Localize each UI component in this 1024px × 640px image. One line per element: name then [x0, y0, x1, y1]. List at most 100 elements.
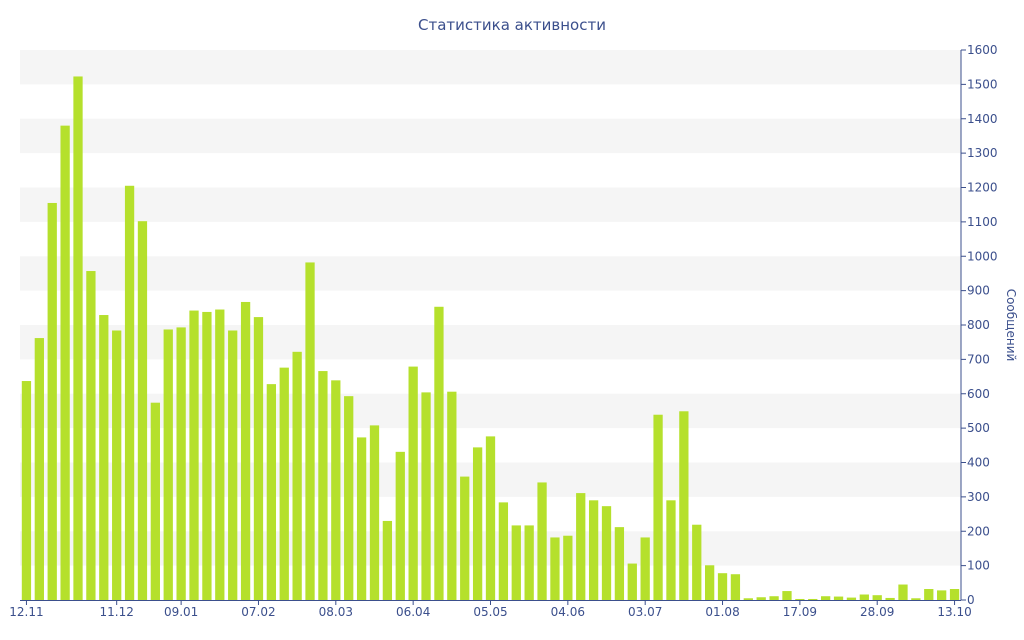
bar: [369, 425, 380, 601]
bar: [782, 591, 792, 600]
x-tick-label: 05.05: [473, 605, 507, 619]
bar: [576, 493, 586, 600]
grid-band: [20, 50, 961, 85]
y-axis: 0 100 200 300 400 500 600 700 800 900 1000 1100 1200…: [960, 43, 998, 607]
bar: [550, 537, 560, 600]
bar: [821, 596, 831, 600]
bar: [846, 597, 857, 600]
x-axis: 12.11 11.12 09.01 07.02 08.03 06.04 05.05 04.06…: [9, 600, 972, 619]
y-tick-label: 500: [967, 421, 990, 435]
grid-bands: [20, 50, 961, 566]
bar: [937, 590, 947, 601]
bar: [292, 351, 302, 600]
bar: [756, 597, 766, 600]
bar: [692, 524, 702, 600]
bar: [524, 525, 534, 600]
bar: [86, 271, 96, 600]
bar: [356, 437, 367, 600]
x-tick-label: 17.09: [783, 605, 817, 619]
bar: [537, 482, 547, 600]
x-tick-label: 08.03: [319, 605, 353, 619]
grid-band: [20, 187, 961, 222]
y-tick-label: 200: [967, 524, 990, 538]
bar: [163, 329, 173, 600]
bar: [911, 598, 921, 600]
bar: [421, 392, 431, 601]
x-tick-label: 28.09: [860, 605, 894, 619]
bar: [460, 476, 470, 600]
y-tick-label: 400: [967, 456, 990, 470]
bar: [434, 306, 444, 600]
x-tick-label: 11.12: [99, 605, 133, 619]
bar: [253, 317, 264, 600]
bar: [112, 330, 122, 600]
bar: [266, 384, 276, 601]
bar: [447, 391, 457, 600]
bar: [124, 185, 135, 600]
grid-band: [20, 118, 961, 154]
y-tick-label: 300: [967, 490, 990, 504]
y-tick-label: 1600: [967, 43, 998, 57]
bar: [240, 301, 251, 600]
grid-band: [20, 393, 961, 429]
bar: [305, 262, 315, 600]
y-tick-label: 1200: [967, 181, 998, 195]
bar: [176, 327, 186, 600]
y-tick-label: 1400: [967, 112, 998, 126]
y-tick-label: 1100: [967, 215, 998, 229]
y-tick-label: 700: [967, 352, 990, 366]
bar: [563, 535, 573, 600]
bar: [511, 525, 521, 600]
y-tick-label: 800: [967, 318, 990, 332]
bar: [898, 584, 908, 600]
y-tick-label: 900: [967, 284, 990, 298]
bar: [833, 596, 844, 600]
bar: [395, 451, 405, 600]
bar: [859, 594, 869, 600]
bar: [382, 520, 393, 600]
bar: [705, 565, 715, 600]
bar: [472, 447, 483, 601]
bar: [730, 574, 741, 600]
y-tick-label: 1300: [967, 146, 998, 160]
bar: [808, 598, 818, 600]
bar: [137, 221, 148, 600]
bar: [653, 414, 663, 600]
bar: [614, 527, 625, 601]
x-tick-label: 04.06: [551, 605, 585, 619]
bar: [150, 402, 160, 600]
grid-band: [20, 256, 961, 291]
chart-title: Статистика активности: [418, 16, 606, 34]
x-tick-label: 06.04: [396, 605, 430, 619]
y-tick-label: 1000: [967, 249, 998, 263]
y-tick-label: 1500: [967, 77, 998, 91]
x-tick-label: 01.08: [705, 605, 739, 619]
grid-band: [20, 325, 961, 360]
bar: [679, 411, 689, 600]
bars: [21, 76, 960, 601]
bar: [885, 597, 895, 600]
bar: [73, 76, 83, 601]
bar: [21, 381, 32, 600]
bar: [485, 436, 496, 601]
y-axis-label: Сообщений: [1004, 289, 1018, 362]
x-tick-label: 09.01: [164, 605, 198, 619]
bar: [34, 338, 44, 600]
bar: [769, 596, 779, 600]
bar: [627, 563, 637, 600]
bar: [408, 366, 418, 600]
x-tick-label: 13.10: [937, 605, 971, 619]
bar: [215, 309, 225, 600]
bar: [498, 502, 509, 601]
bar: [344, 396, 354, 600]
bar: [640, 537, 650, 600]
bar: [331, 380, 341, 600]
x-tick-label: 03.07: [628, 605, 662, 619]
bar: [202, 311, 212, 600]
bar: [795, 598, 805, 600]
bar: [872, 595, 882, 600]
y-tick-label: 600: [967, 387, 990, 401]
bar: [717, 573, 728, 600]
bar: [601, 506, 612, 600]
bar: [924, 589, 934, 600]
